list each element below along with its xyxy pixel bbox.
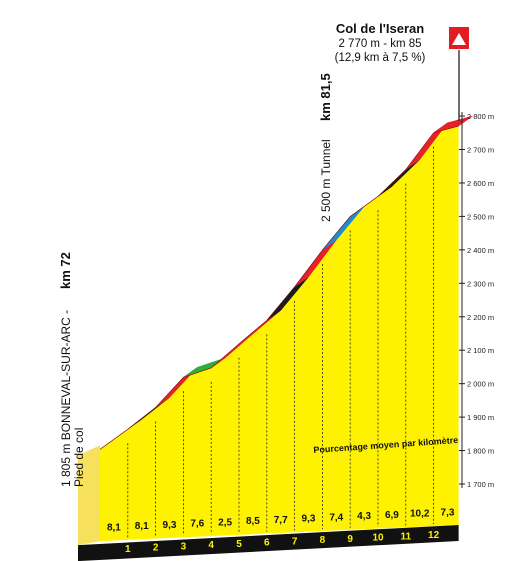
gradient-value-label: 7,4 xyxy=(329,512,343,523)
gradient-band-edge xyxy=(405,132,434,170)
km-tick-label: 8 xyxy=(320,535,326,546)
km-tick-label: 10 xyxy=(372,533,384,544)
gradient-band-layer xyxy=(99,115,473,450)
gradient-band-edge xyxy=(433,125,459,134)
gradient-band-edge xyxy=(377,169,407,197)
gradient-band-edge xyxy=(127,407,156,430)
mountain-icon xyxy=(452,33,466,45)
km-dash-lines xyxy=(127,146,435,538)
gradient-band-edge xyxy=(211,343,240,369)
profile-base-strip xyxy=(78,524,459,561)
profile-fill-layer xyxy=(78,126,459,546)
altitude-tick-label: 2 300 m xyxy=(467,279,494,288)
km-tick-label: 6 xyxy=(264,538,270,549)
gradient-value-label: 7,3 xyxy=(441,507,455,518)
altitude-tick-label: 2 100 m xyxy=(467,346,494,355)
km-tick-label: 2 xyxy=(153,543,159,554)
km-tick-label: 9 xyxy=(347,534,353,545)
gradient-value-label: 2,5 xyxy=(218,517,232,528)
profile-area xyxy=(100,126,459,542)
km-tick-label: 12 xyxy=(428,530,440,541)
gradient-band-edge xyxy=(99,428,128,450)
km-tick-label: 11 xyxy=(401,531,412,542)
km-axis-labels: 1 2 3 4 5 6 7 8 9 10 11 12 xyxy=(125,530,440,555)
gradient-value-label: 8,1 xyxy=(107,522,121,533)
summit-climb-stats: (12,9 km à 7,5 %) xyxy=(335,52,426,64)
gradient-band-edge xyxy=(238,320,267,345)
altitude-tick-label: 2 800 m xyxy=(467,112,494,121)
gradient-band-edge xyxy=(266,286,295,321)
altitude-tick-label: 2 600 m xyxy=(467,179,494,188)
tunnel-label: 2 500 m Tunnel xyxy=(319,139,333,222)
start-km-label: km 72 xyxy=(58,252,73,289)
gradient-value-label: 8,5 xyxy=(246,516,260,527)
summit-altitude: 2 770 m - km 85 xyxy=(338,38,421,50)
km-tick-label: 3 xyxy=(181,541,187,552)
altitude-tick-label: 2 400 m xyxy=(467,246,494,255)
altitude-tick-label: 1 800 m xyxy=(467,447,494,456)
gradient-value-label: 9,3 xyxy=(163,520,177,531)
gradient-labels: 8,1 8,1 9,3 7,6 2,5 8,5 7,7 9,3 7,4 4,3 6,9 10,2 7,3 xyxy=(107,507,455,533)
gradient-value-label: 7,7 xyxy=(274,515,288,526)
gradient-band-edge xyxy=(155,377,184,408)
gradient-value-label: 8,1 xyxy=(135,521,149,532)
gradient-value-label: 7,6 xyxy=(190,519,204,530)
start-wall xyxy=(78,445,100,546)
profile-base xyxy=(78,524,459,561)
gradient-band-edge xyxy=(350,196,379,217)
tunnel-km-label: km 81,5 xyxy=(318,73,333,121)
start-foot-label: Pied de col xyxy=(72,428,86,487)
summit-name: Col de l'Iseran xyxy=(336,21,424,36)
start-location-label: 1 805 m BONNEVAL-SUR-ARC - xyxy=(59,310,73,487)
altitude-tick-label: 2 000 m xyxy=(467,380,494,389)
gradient-value-label: 10,2 xyxy=(410,509,430,520)
gradient-band-edge xyxy=(183,367,212,378)
altitude-tick-label: 1 900 m xyxy=(467,413,494,422)
altitude-tick-label: 1 700 m xyxy=(467,480,494,489)
gradient-value-label: 9,3 xyxy=(302,514,316,525)
km-tick-label: 5 xyxy=(236,539,242,550)
gradient-value-label: 4,3 xyxy=(357,511,371,522)
altitude-tick-label: 2 700 m xyxy=(467,146,494,155)
km-tick-label: 1 xyxy=(125,544,131,555)
altitude-tick-label: 2 500 m xyxy=(467,212,494,221)
gradient-value-label: 6,9 xyxy=(385,510,399,521)
km-tick-label: 7 xyxy=(292,536,298,547)
altitude-axis: 1 700 m 1 800 m 1 900 m 2 000 m 2 100 m 2 200… xyxy=(459,112,494,489)
altitude-tick-label: 2 200 m xyxy=(467,313,494,322)
gradient-band-edge xyxy=(322,216,351,251)
km-tick-label: 4 xyxy=(208,540,214,551)
gradient-band-edge xyxy=(294,249,323,288)
